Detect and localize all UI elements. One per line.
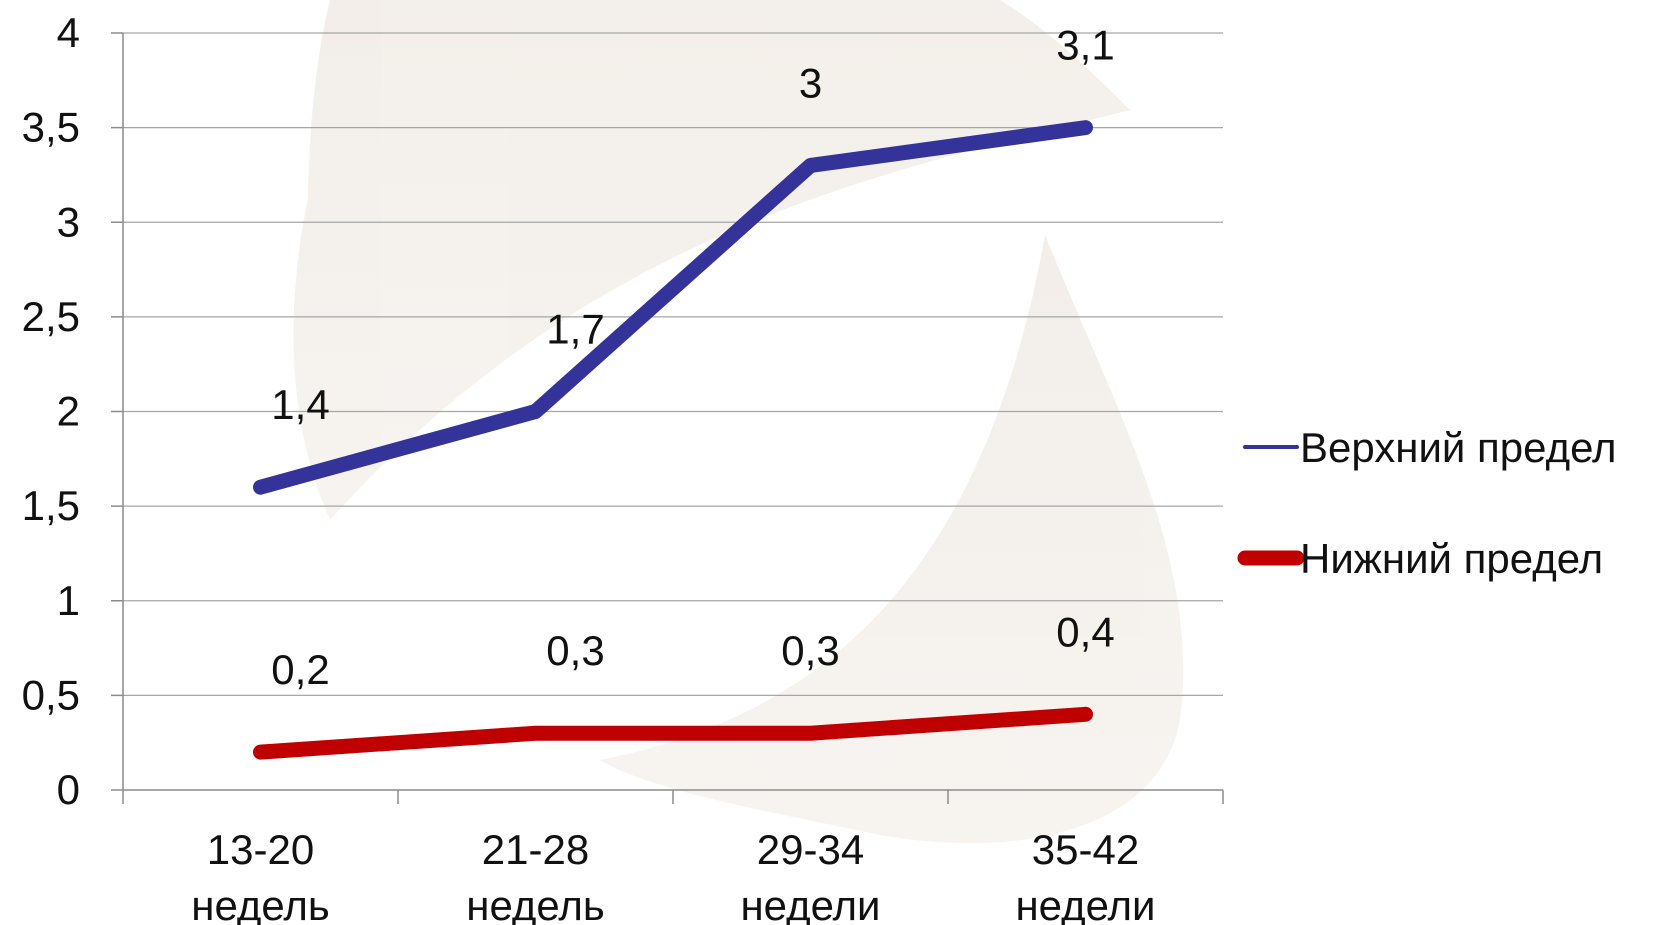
data-point [809,164,812,167]
data-label: 0,3 [781,627,839,674]
data-point [259,486,262,489]
series-lines [253,120,1093,760]
data-label: 1,7 [546,306,604,353]
data-point [1084,126,1087,129]
series-line-0 [253,120,1093,495]
data-label: 1,4 [271,381,329,428]
y-tick-label: 3 [57,198,80,245]
y-tick-label: 1 [57,577,80,624]
y-tick-label: 1,5 [22,482,80,529]
y-tick-label: 3,5 [22,104,80,151]
data-point [259,751,262,754]
x-tick-label-line: недель [466,882,605,925]
x-tick-label-line: 21-28 [482,826,589,873]
legend-label: Верхний предел [1300,424,1617,471]
data-labels: 1,4 1,7 3 3,1 0,2 0,3 0,3 0,4 [271,22,1114,694]
data-point [534,732,537,735]
y-tick-label: 2 [57,388,80,435]
y-tick-label: 4 [57,9,80,56]
x-tick-label-line: 29-34 [757,826,864,873]
series-line-1 [253,706,1093,760]
x-tick-label-line: недели [1015,882,1155,925]
x-axis-tick-labels: 13-20 недель 21-28 недель 29-34 недели 35-42 не… [191,826,1155,925]
y-axis-tick-labels: 0 0,5 1 1,5 2 2,5 3 3,5 4 [22,9,80,813]
data-point [534,410,537,413]
y-tick-label: 0 [57,766,80,813]
x-tick-label: 35-42 недели [1015,826,1155,925]
x-tick-label-line: недели [740,882,880,925]
y-tick-label: 2,5 [22,293,80,340]
data-point [809,732,812,735]
background-watermark [293,0,1184,844]
data-label: 0,2 [271,646,329,693]
x-tick-label-line: 13-20 [207,826,314,873]
data-point [1084,713,1087,716]
x-tick-label: 13-20 недель [191,826,330,925]
legend-label: Нижний предел [1300,535,1603,582]
data-label: 3 [799,59,822,106]
x-tick-label: 29-34 недели [740,826,880,925]
x-tick-label-line: 35-42 [1032,826,1139,873]
data-label: 0,3 [546,627,604,674]
x-tick-label: 21-28 недель [466,826,605,925]
data-label: 0,4 [1056,608,1114,655]
axes [111,32,1224,804]
x-tick-label-line: недель [191,882,330,925]
legend: Верхний предел Нижний предел [1237,424,1617,582]
y-tick-label: 0,5 [22,671,80,718]
data-label: 3,1 [1056,22,1114,69]
